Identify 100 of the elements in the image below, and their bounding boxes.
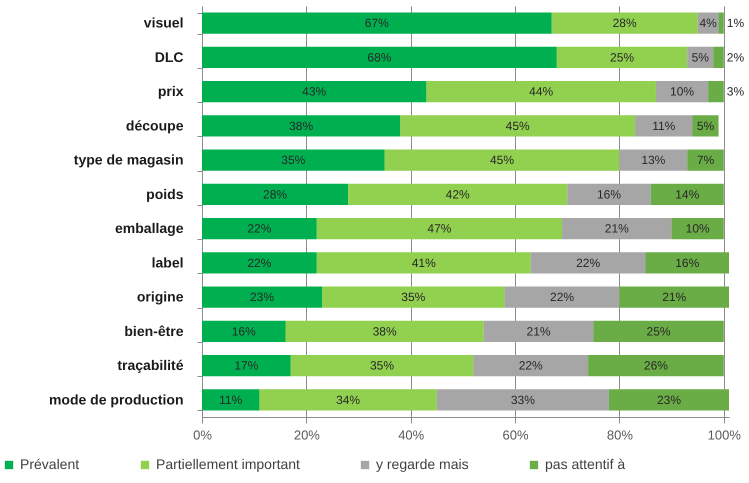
bar xyxy=(202,184,348,205)
data-label: 13% xyxy=(641,153,666,168)
data-label: 67% xyxy=(364,16,390,30)
data-label: 35% xyxy=(281,153,306,168)
data-label: 23% xyxy=(656,392,682,407)
data-label: 44% xyxy=(529,84,554,99)
x-tick-label: 0% xyxy=(193,428,212,442)
x-tick-label: 60% xyxy=(502,428,530,442)
data-label: 17% xyxy=(234,358,259,373)
data-label: 35% xyxy=(401,290,426,304)
data-label: 16% xyxy=(232,324,256,338)
data-label: 68% xyxy=(367,50,392,64)
y-tick-label: emballage xyxy=(115,220,184,236)
data-label: 23% xyxy=(250,290,274,304)
data-label: 43% xyxy=(302,84,327,99)
bar xyxy=(556,46,688,68)
bar xyxy=(202,81,426,102)
bar xyxy=(259,389,437,410)
data-label: 42% xyxy=(446,187,470,202)
bar xyxy=(646,252,729,274)
bar xyxy=(687,150,724,171)
data-label: 16% xyxy=(675,256,700,270)
data-label: 22% xyxy=(247,256,272,270)
bar xyxy=(608,389,729,410)
bar xyxy=(202,218,317,240)
bar xyxy=(202,320,286,342)
legend-label: pas attentif à xyxy=(545,456,626,472)
bar xyxy=(202,115,400,136)
y-tick-label: découpe xyxy=(126,117,184,134)
bar xyxy=(619,286,729,308)
bar xyxy=(650,184,724,205)
data-label: 41% xyxy=(412,256,436,270)
bar xyxy=(718,12,724,34)
bar xyxy=(484,320,594,342)
bar xyxy=(202,150,385,171)
legend-label: Prévalent xyxy=(20,456,80,472)
data-label: 14% xyxy=(675,187,700,202)
bar xyxy=(588,355,724,376)
bar xyxy=(202,355,291,376)
legend-label: y regarde mais xyxy=(376,456,469,472)
data-label: 7% xyxy=(696,153,715,168)
data-label: 21% xyxy=(526,324,551,338)
data-label: 16% xyxy=(596,187,622,202)
bar xyxy=(562,218,672,240)
data-label: 35% xyxy=(370,358,394,373)
bar xyxy=(322,286,505,308)
data-label: 5% xyxy=(692,50,710,64)
x-tick-label: 40% xyxy=(398,428,425,442)
bar xyxy=(619,150,688,171)
legend-label: Partiellement important xyxy=(156,456,300,472)
bar xyxy=(202,12,552,34)
x-tick-label: 80% xyxy=(606,428,634,442)
bar xyxy=(504,286,620,308)
data-label: 1% xyxy=(726,16,744,30)
data-label: 10% xyxy=(670,84,694,99)
data-label: 25% xyxy=(610,50,634,64)
bar xyxy=(316,218,562,240)
data-label: 22% xyxy=(576,256,600,270)
bar xyxy=(202,252,317,274)
data-label: 38% xyxy=(289,118,314,133)
data-label: 38% xyxy=(372,324,397,338)
bar xyxy=(552,12,698,34)
data-label: 26% xyxy=(644,358,668,373)
data-label: 22% xyxy=(550,290,574,304)
bar xyxy=(348,184,568,205)
bar xyxy=(426,81,656,102)
y-tick-label: type de magasin xyxy=(74,152,184,168)
data-label: 33% xyxy=(510,392,536,407)
bar xyxy=(202,46,557,68)
data-label: 34% xyxy=(336,392,360,407)
data-label: 45% xyxy=(506,118,530,133)
data-label: 21% xyxy=(604,222,630,236)
bar xyxy=(202,389,260,410)
y-tick-label: poids xyxy=(146,186,184,202)
bar xyxy=(384,150,620,171)
y-tick-label: visuel xyxy=(144,14,184,31)
bar xyxy=(567,184,651,205)
bar xyxy=(708,81,724,102)
data-label: 22% xyxy=(247,222,272,236)
data-label: 5% xyxy=(696,118,715,133)
x-tick-label: 20% xyxy=(294,428,320,442)
bar xyxy=(316,252,531,274)
bar xyxy=(672,218,724,240)
x-tick-label: 100% xyxy=(708,428,742,442)
y-tick-label: prix xyxy=(158,83,184,100)
bar xyxy=(635,115,692,136)
y-tick-label: DLC xyxy=(154,48,184,65)
bar xyxy=(285,320,484,342)
data-label: 25% xyxy=(646,324,671,338)
data-label: 45% xyxy=(490,153,514,168)
bar xyxy=(436,389,609,410)
data-label: 22% xyxy=(518,358,544,373)
data-label: 3% xyxy=(726,84,744,99)
bar xyxy=(473,355,588,376)
bar xyxy=(400,115,636,136)
data-label: 11% xyxy=(652,118,676,133)
bar xyxy=(290,355,474,376)
y-tick-label: bien-être xyxy=(124,322,184,339)
data-label: 28% xyxy=(263,187,288,202)
bar xyxy=(593,320,724,342)
